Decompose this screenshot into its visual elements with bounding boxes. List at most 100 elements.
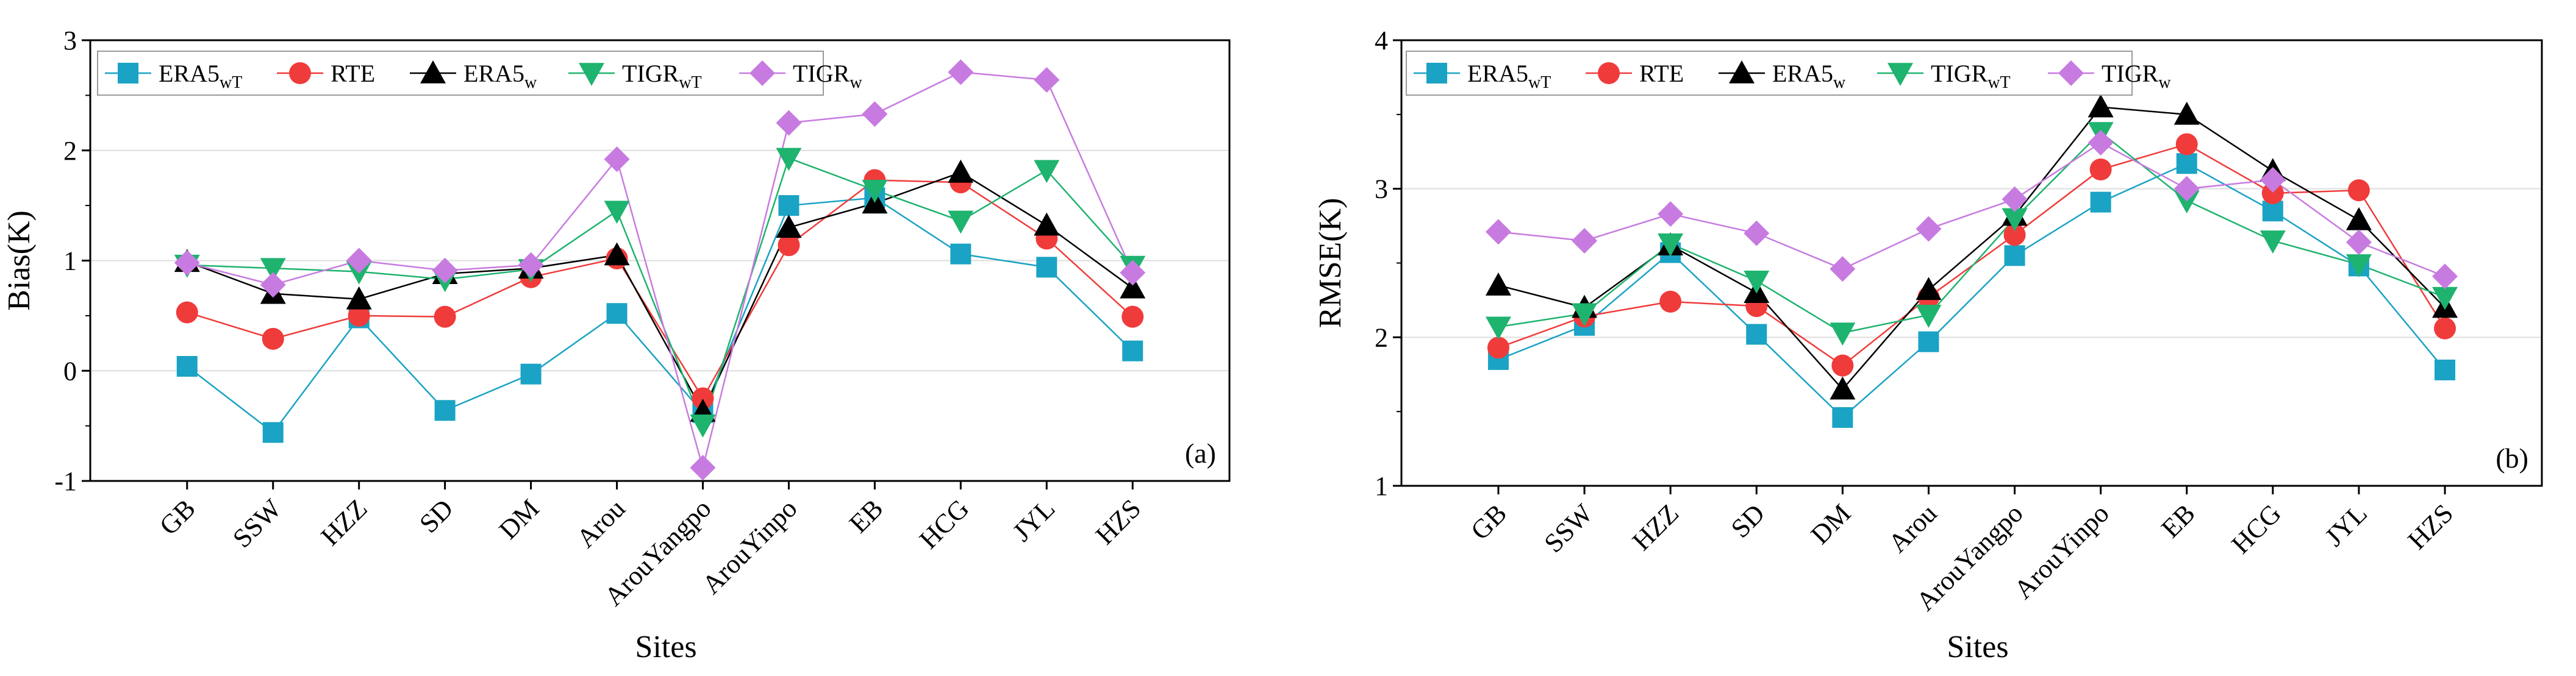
data-point-tigr-w [2432,263,2458,290]
data-point-era5-w [1916,277,1942,301]
data-point-tigr-w [1120,260,1146,286]
data-point-rte [2089,158,2112,180]
data-point-era5-w [346,286,372,310]
data-point-rte [1659,290,1682,313]
legend-label-name: TIGR [1931,60,1988,87]
data-point-rte [1487,336,1509,359]
panel-label: (b) [2496,443,2528,474]
data-point-tigr-w [776,110,802,136]
y-tick-label: 2 [63,136,77,166]
legend-label-subscript: wT [1528,73,1551,92]
data-point-tigr-w [2088,130,2114,156]
data-point-era5-wt [520,363,542,385]
data-point-era5-w [2174,101,2200,125]
data-point-tigr-w [948,59,974,85]
data-point-tigr-wt [1658,233,1684,257]
legend-label-name: RTE [331,60,375,87]
legend-marker [579,63,604,86]
legend-label-subscript: wT [1987,73,2010,92]
legend-label-name: TIGR [793,60,850,87]
data-point-tigr-wt [1744,270,1770,294]
data-point-tigr-w [604,146,630,173]
series-line-tigr-wt [1498,131,2445,334]
legend-label: ERA5w [1772,60,1846,92]
series-line-rte [187,179,1134,400]
legend-marker [1729,60,1755,84]
data-point-era5-wt [2176,153,2197,174]
data-point-tigr-w [346,247,372,274]
y-tick-label: 2 [1375,322,1388,352]
data-point-tigr-wt [1034,160,1060,183]
data-point-era5-wt [1832,407,1853,428]
data-point-rte [2434,317,2456,340]
y-axis-title: Bias(K) [2,210,37,311]
data-point-rte [2175,133,2198,155]
data-point-tigr-w [690,455,716,481]
legend-label: TIGRwT [1931,60,2011,92]
legend-marker [750,60,775,86]
data-point-rte [778,234,800,257]
data-point-tigr-w [1658,201,1684,227]
data-point-tigr-wt [862,180,888,203]
legend-marker [1887,63,1913,86]
data-point-tigr-w [1034,67,1060,93]
y-tick-label: 1 [63,246,77,276]
data-point-rte [1831,354,1854,377]
legend-marker [289,62,311,84]
y-tick-label: 3 [63,26,77,55]
legend-marker [420,60,446,84]
data-point-tigr-w [2174,176,2200,202]
legend-label-name: ERA5 [463,60,524,87]
legend-label: RTE [1639,60,1684,87]
legend-label-name: ERA5 [1467,60,1528,87]
data-point-tigr-w [2345,229,2372,255]
legend: ERA5wT RTE ERA5w TIGRwT TIGRw [97,51,862,96]
data-point-tigr-wt [2174,190,2200,214]
data-point-tigr-wt [260,258,286,282]
data-point-tigr-w [260,272,286,298]
data-point-tigr-wt [2432,286,2458,310]
data-point-tigr-wt [1830,322,1856,346]
data-point-era5-wt [434,400,456,421]
data-point-rte [348,304,370,327]
legend-label-name: TIGR [622,60,679,87]
legend-box [1406,51,2133,96]
data-point-tigr-w [1485,219,1511,245]
data-point-rte [2003,224,2026,246]
x-axis-title: Sites [635,630,696,664]
panel-label: (a) [1185,438,1216,469]
data-point-era5-wt [950,243,971,265]
series-line-tigr-w [1498,141,2445,277]
data-point-tigr-w [1744,220,1770,246]
data-point-era5-wt [1036,257,1057,278]
legend-box [97,51,824,96]
data-point-era5-w [1034,212,1060,236]
data-point-rte [176,301,198,324]
legend-label-subscript: w [1833,73,1846,92]
data-point-rte [692,387,714,410]
data-point-tigr-w [174,250,200,276]
data-point-era5-w [1120,275,1146,299]
legend-label-name: RTE [1639,60,1684,87]
data-point-tigr-wt [2259,230,2286,254]
series-line-era5-wt [1498,162,2446,419]
data-point-tigr-wt [948,210,974,234]
y-tick-label: 1 [1375,471,1388,501]
legend-label: TIGRw [2102,60,2171,92]
legend-label: ERA5wT [159,60,242,92]
data-point-rte [262,327,284,350]
data-point-era5-wt [176,356,198,377]
data-point-tigr-wt [1485,316,1511,340]
data-point-era5-w [604,242,630,266]
data-point-era5-wt [1122,340,1143,361]
data-point-era5-w [2345,207,2372,230]
data-point-tigr-w [2002,186,2028,212]
data-point-tigr-wt [1916,304,1942,328]
data-point-rte [1122,305,1144,328]
y-tick-label: -1 [54,466,77,496]
data-point-rte [2347,179,2370,202]
data-point-rte [434,305,456,328]
legend-label-name: ERA5 [159,60,220,87]
series-line-era5-w [187,171,1133,413]
